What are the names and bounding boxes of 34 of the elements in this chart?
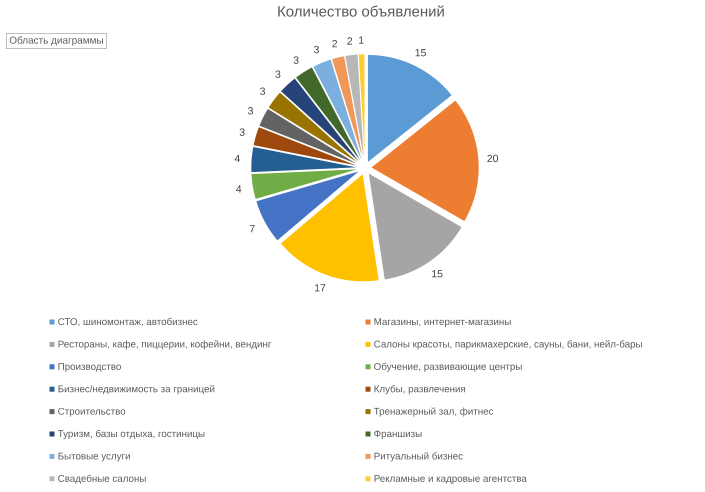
data-label: 3 [260,88,266,95]
legend-label: СТО, шиномонтаж, автобизнес [58,318,198,326]
data-label: 3 [248,107,253,114]
data-label: 15 [432,270,442,278]
data-label: 2 [332,40,338,48]
data-label: 15 [416,49,426,56]
legend-label: Туризм, базы отдыха, гостиницы [58,430,204,440]
legend-label: Франшизы [374,430,422,440]
data-label: 7 [250,225,255,232]
data-label: 17 [315,284,326,292]
data-label: 3 [314,46,319,54]
legend-label: Ритуальный бизнес [374,452,463,462]
legend-label: Тренажерный зал, фитнес [374,407,494,417]
legend-label: Обучение, развивающие центры [374,362,522,372]
legend-label: Свадебные салоны [58,474,146,484]
legend-label: Магазины, интернет-магазины [374,318,511,328]
data-label: 4 [236,185,242,193]
data-label: 4 [234,154,240,162]
legend-label: Клубы, развлечения [374,385,466,394]
legend-label: Строительство [58,408,126,417]
data-label: 3 [275,70,280,78]
data-label: 3 [240,128,245,136]
legend-label: Производство [58,363,121,372]
legend-label: Салоны красоты, парикмахерские, сауны, бани, нейл-бары [374,340,642,350]
data-label: 1 [359,36,364,44]
legend-label: Рестораны, кафе, пиццерии, кофейни, вендинг [58,340,272,350]
data-label: 2 [347,37,352,45]
legend-label: Бытовые услуги [58,452,130,462]
legend-label: Рекламные и кадровые агентства [374,475,527,484]
legend-label: Бизнес/недвижимость за границей [58,384,214,394]
text: Область диаграммы [10,36,103,46]
data-label: 3 [294,56,299,64]
chart-title: Количество объявлений [278,5,444,17]
data-label: 20 [487,154,498,162]
